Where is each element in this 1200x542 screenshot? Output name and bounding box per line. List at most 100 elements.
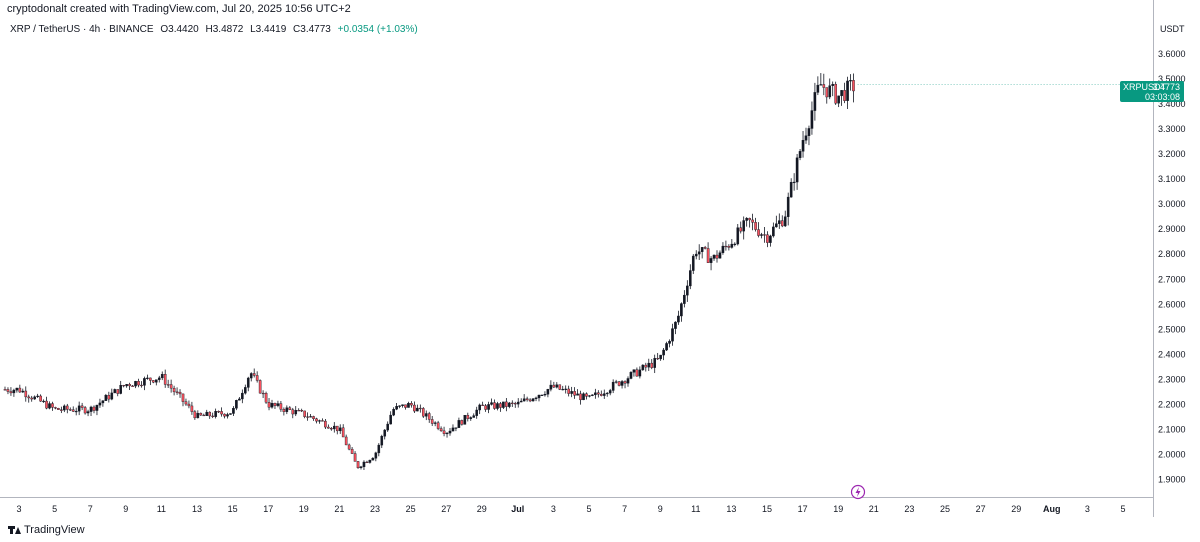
candle-up — [478, 404, 481, 411]
candle-up — [828, 85, 832, 98]
tradingview-logo-icon — [8, 526, 21, 534]
candle-up — [549, 384, 553, 390]
candle-up — [160, 374, 164, 379]
candle-up — [546, 389, 550, 395]
candle-down — [169, 384, 173, 389]
candle-up — [386, 423, 390, 431]
candle-up — [778, 220, 781, 224]
x-tick-label: 17 — [798, 504, 808, 514]
candle-down — [163, 374, 167, 385]
candle-down — [413, 404, 416, 412]
candle-down — [217, 411, 220, 413]
candle-up — [48, 403, 51, 409]
candle-down — [6, 389, 10, 392]
candle-down — [419, 407, 422, 410]
candle-up — [42, 400, 45, 403]
candle-up — [285, 407, 289, 412]
candle-down — [754, 222, 757, 230]
candle-up — [333, 425, 336, 430]
candle-up — [659, 354, 662, 360]
y-tick-label: 2.8000 — [1158, 249, 1186, 259]
candle-up — [653, 358, 656, 368]
candle-down — [511, 402, 514, 404]
candle-up — [110, 392, 114, 400]
candle-down — [430, 419, 434, 424]
candle-up — [605, 392, 609, 395]
candle-down — [766, 234, 769, 243]
candle-down — [834, 83, 837, 104]
candle-up — [795, 157, 799, 183]
y-tick-label: 3.4000 — [1158, 99, 1186, 109]
candle-down — [335, 425, 339, 432]
legend-low: L3.4419 — [250, 24, 287, 35]
candle-down — [365, 461, 369, 464]
candle-down — [422, 408, 425, 417]
candle-down — [460, 420, 464, 425]
candle-down — [27, 396, 31, 399]
candle-up — [508, 402, 511, 407]
candle-down — [327, 426, 330, 429]
candle-up — [454, 427, 458, 429]
candle-up — [276, 403, 280, 406]
candle-up — [457, 420, 461, 428]
candle-up — [270, 403, 274, 408]
candle-up — [531, 398, 535, 402]
candle-down — [353, 453, 357, 462]
x-tick-label: 13 — [726, 504, 736, 514]
candle-down — [484, 405, 487, 410]
candle-down — [306, 416, 309, 418]
candle-down — [71, 409, 75, 412]
candle-down — [656, 358, 659, 360]
candle-up — [543, 394, 547, 396]
price-tag-countdown: 03:03:08 — [1144, 92, 1180, 102]
currency-label: USDT — [1160, 24, 1185, 34]
candle-up — [338, 427, 342, 432]
lightning-icon[interactable] — [850, 484, 866, 500]
candle-up — [496, 403, 499, 409]
candle-up — [77, 405, 81, 412]
candle-up — [647, 362, 651, 368]
candle-up — [555, 384, 559, 388]
candle-down — [751, 219, 754, 223]
candle-up — [772, 226, 775, 237]
y-tick-label: 2.6000 — [1158, 299, 1186, 309]
candle-down — [51, 403, 54, 408]
candle-down — [140, 384, 143, 387]
candle-down — [757, 229, 760, 236]
candle-down — [166, 384, 170, 386]
candle-down — [3, 389, 7, 391]
candle-up — [104, 395, 108, 401]
candle-up — [407, 403, 410, 408]
candle-up — [733, 243, 737, 246]
candle-up — [86, 411, 90, 414]
candle-up — [680, 303, 683, 317]
candle-up — [614, 381, 618, 383]
candle-up — [243, 387, 247, 394]
candle-up — [674, 321, 677, 329]
candle-down — [291, 409, 295, 415]
legend-symbol[interactable]: XRP / TetherUS · 4h · BINANCE — [10, 24, 154, 35]
legend-close: C3.4773 — [293, 24, 331, 35]
candle-up — [448, 430, 452, 434]
candle-down — [172, 387, 176, 393]
candle-down — [122, 384, 125, 387]
x-tick-label: 3 — [16, 504, 21, 514]
candle-down — [45, 400, 48, 409]
candle-up — [502, 401, 505, 408]
x-tick-label: 17 — [263, 504, 273, 514]
candle-down — [193, 411, 197, 419]
candle-up — [561, 388, 565, 391]
candle-down — [68, 409, 72, 411]
y-tick-label: 3.2000 — [1158, 149, 1186, 159]
x-tick-label: 5 — [586, 504, 591, 514]
candle-down — [175, 391, 179, 393]
candle-up — [398, 405, 401, 407]
candle-up — [742, 220, 745, 232]
candle-up — [807, 128, 811, 136]
candle-down — [252, 373, 256, 376]
candle-up — [157, 377, 161, 380]
candle-up — [831, 83, 834, 86]
candle-up — [819, 84, 823, 86]
candle-up — [792, 181, 796, 184]
